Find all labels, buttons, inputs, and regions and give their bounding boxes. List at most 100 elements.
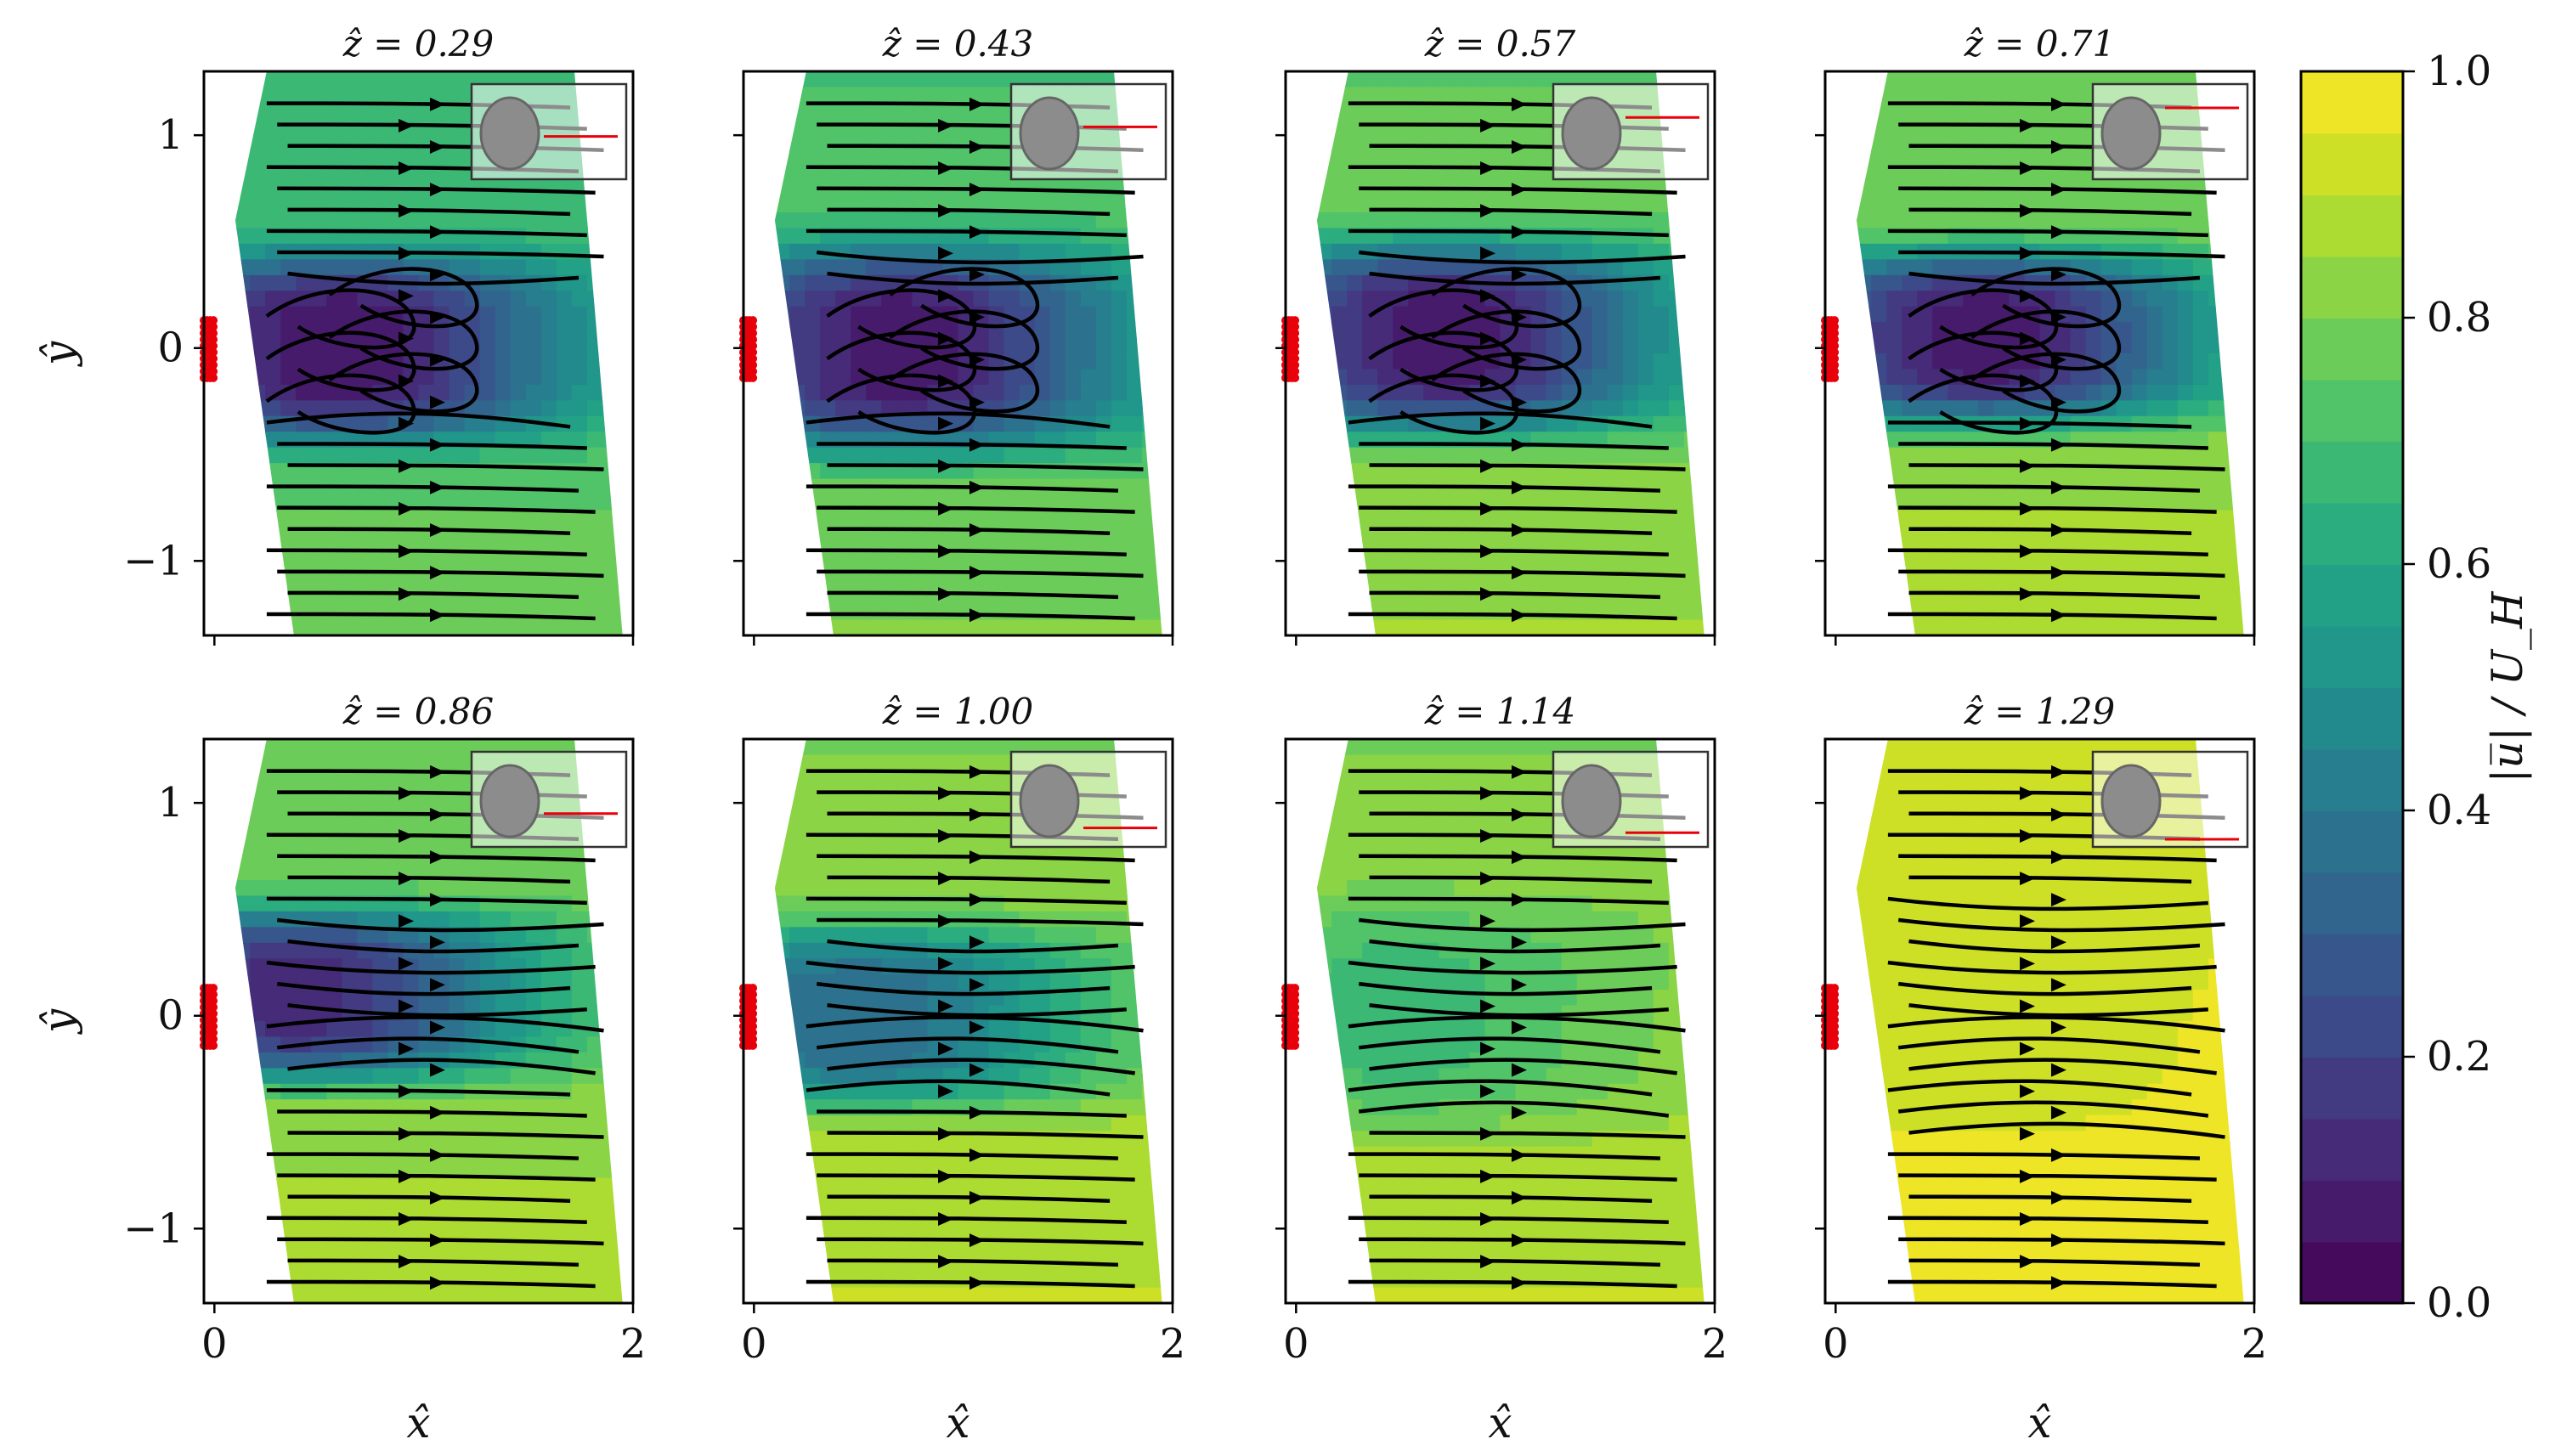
streamline-arrow bbox=[429, 139, 445, 154]
streamline bbox=[1908, 1121, 2225, 1139]
streamline-arrow bbox=[938, 999, 954, 1013]
streamline-arrow bbox=[938, 545, 954, 559]
inset-box bbox=[1552, 750, 1710, 849]
streamline-arrow bbox=[399, 246, 415, 261]
streamline-arrow bbox=[2050, 935, 2066, 950]
streamline-arrow bbox=[969, 850, 985, 865]
colorbar-level bbox=[2301, 256, 2403, 319]
inset-box bbox=[1552, 82, 1710, 181]
streamline-arrow bbox=[938, 1084, 954, 1098]
roughness-element-icon bbox=[479, 764, 540, 838]
streamline bbox=[1358, 981, 1653, 996]
streamline-arrow bbox=[2050, 1276, 2066, 1290]
streamline-arrow bbox=[938, 246, 954, 261]
streamline bbox=[1898, 250, 2225, 259]
streamline bbox=[266, 1152, 579, 1160]
streamlines bbox=[1348, 765, 1686, 1290]
roughness-element-icon bbox=[1019, 764, 1080, 838]
streamline-arrow bbox=[969, 1276, 985, 1290]
streamline-arrow bbox=[429, 225, 445, 240]
streamline-arrow bbox=[1511, 978, 1527, 992]
streamline-arrow bbox=[969, 935, 985, 950]
panel-7: ẑ = 1.140 2x̂ bbox=[1275, 691, 1727, 1448]
streamline bbox=[827, 939, 1119, 954]
streamline-arrow bbox=[2020, 999, 2036, 1013]
streamline bbox=[328, 267, 479, 329]
cylinder-marker bbox=[1281, 984, 1300, 1050]
streamline bbox=[277, 505, 596, 514]
streamline bbox=[827, 1258, 1119, 1267]
streamline-arrow bbox=[1480, 999, 1496, 1013]
panel-1: ẑ = 0.29 1 0 −1 ŷ bbox=[34, 23, 635, 646]
streamline bbox=[277, 1173, 596, 1182]
streamline bbox=[277, 854, 596, 863]
streamline bbox=[1348, 1152, 1661, 1160]
streamline bbox=[1970, 309, 2122, 371]
y-tick-label: 0 bbox=[157, 324, 184, 372]
colorbar-level bbox=[2301, 1118, 2403, 1181]
streamline bbox=[265, 288, 416, 350]
streamline-arrow bbox=[1511, 1190, 1527, 1205]
streamline bbox=[266, 1279, 596, 1289]
streamlines bbox=[1348, 97, 1686, 623]
streamline-arrow bbox=[2020, 914, 2036, 928]
panel-frame bbox=[1284, 70, 1716, 637]
streamline-arrow bbox=[429, 1063, 445, 1077]
streamline bbox=[1369, 207, 1653, 217]
streamline-arrow bbox=[1511, 437, 1527, 452]
streamline-arrow bbox=[399, 545, 415, 559]
streamline-arrow bbox=[399, 999, 415, 1013]
streamline-arrow bbox=[1511, 935, 1527, 950]
streamline-arrow bbox=[2050, 1190, 2066, 1205]
streamline-arrow bbox=[1480, 1255, 1496, 1269]
streamline bbox=[1887, 612, 2217, 621]
panel-2: ẑ = 0.43 bbox=[733, 23, 1174, 646]
streamline-arrow bbox=[399, 289, 415, 303]
colorbar-frame bbox=[2299, 70, 2405, 1305]
ticks: 1 0 −1 0 2 bbox=[123, 779, 646, 1368]
streamline-arrow bbox=[2050, 310, 2066, 324]
streamline bbox=[1887, 484, 2201, 493]
streamline-arrow bbox=[969, 807, 985, 821]
streamline-arrow bbox=[399, 1126, 415, 1141]
streamline bbox=[266, 411, 571, 429]
streamline-arrow bbox=[2050, 850, 2066, 865]
panel-6: ẑ = 1.000 2x̂ bbox=[733, 691, 1185, 1448]
streamline-arrow bbox=[938, 786, 954, 800]
streamline bbox=[889, 309, 1040, 371]
streamline-arrow bbox=[2020, 1126, 2036, 1141]
streamline-arrow bbox=[1480, 501, 1496, 516]
streamline-arrow bbox=[969, 310, 985, 324]
streamline-arrow bbox=[969, 353, 985, 367]
panel-frame bbox=[742, 737, 1174, 1305]
streamline-arrow bbox=[429, 1276, 445, 1290]
inset-box bbox=[470, 750, 628, 849]
streamline-arrow bbox=[1480, 872, 1496, 886]
streamline bbox=[1887, 1216, 2208, 1225]
streamline-arrow bbox=[1511, 850, 1527, 865]
streamline bbox=[287, 939, 579, 954]
streamline bbox=[1359, 854, 1677, 863]
colorbar-level bbox=[2301, 1180, 2403, 1243]
streamline-arrow bbox=[938, 118, 954, 133]
roughness-element-icon bbox=[1561, 764, 1622, 838]
streamline-arrow bbox=[2020, 957, 2036, 971]
streamline bbox=[827, 1131, 1144, 1139]
streamlines bbox=[266, 765, 604, 1290]
streamline-arrow bbox=[1480, 1126, 1496, 1141]
streamline-arrow bbox=[399, 1041, 415, 1056]
streamline bbox=[827, 1194, 1111, 1203]
streamline-arrow bbox=[399, 161, 415, 176]
streamline bbox=[1348, 411, 1653, 429]
streamline-arrow bbox=[969, 1063, 985, 1077]
streamline bbox=[1358, 250, 1686, 265]
streamline bbox=[287, 463, 604, 471]
streamline-arrow bbox=[2050, 437, 2066, 452]
streamline-arrow bbox=[938, 1126, 954, 1141]
streamline-arrow bbox=[1511, 225, 1527, 240]
streamline-arrow bbox=[2020, 246, 2036, 261]
streamline-arrow bbox=[1511, 353, 1527, 367]
streamline bbox=[287, 1131, 604, 1139]
streamline-arrow bbox=[1480, 161, 1496, 176]
streamline bbox=[827, 875, 1111, 884]
